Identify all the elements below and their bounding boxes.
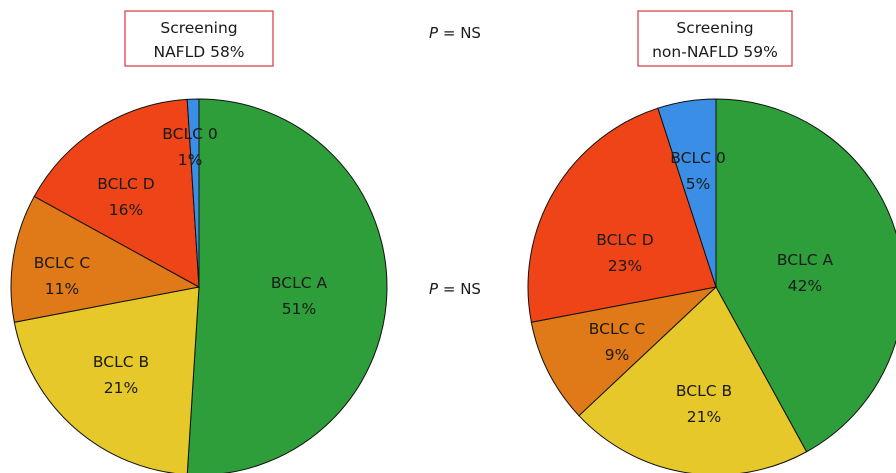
title-box-border [124,10,274,67]
title-box-border [637,10,793,67]
slice-value-label: 42% [788,277,822,295]
title-line-1: Screening [676,19,753,37]
pie-slice-bclc-d [527,107,717,323]
pie-chart-non-nafld: BCLC A 42% BCLC B 21% BCLC C 9% BCLC D 23% BCLC … [527,98,896,473]
pie-slice-bclc-a [186,98,388,473]
pie-slice-bclc-c [530,286,718,417]
pie-chart-nafld: BCLC A 51% BCLC B 21% BCLC C 11% BCLC D 16% BCLC… [10,98,388,473]
slice-category-label: BCLC A [777,251,834,269]
pie-slice-bclc-d [33,98,200,288]
pie-slice-bclc-c [10,195,201,323]
slice-category-label: BCLC C [34,254,90,272]
slice-value-label: 21% [687,408,721,426]
title-line-2: non-NAFLD 59% [652,43,778,61]
p-value-middle: P = NS [429,280,481,298]
p-symbol: P [429,24,439,42]
slice-category-label: BCLC D [596,231,654,249]
slice-value-label: 9% [605,346,630,364]
pie-slice-bclc-0 [657,98,717,288]
title-line-1: Screening [160,19,237,37]
slice-category-label: BCLC A [271,274,328,292]
slice-value-label: 21% [104,379,138,397]
title-line-2: NAFLD 58% [153,43,244,61]
slice-value-label: 51% [282,300,316,318]
slice-category-label: BCLC C [589,320,645,338]
slice-value-label: 11% [45,280,79,298]
pie-slice-bclc-b [13,286,200,473]
slice-category-label: BCLC B [93,353,149,371]
p-symbol: P [429,280,439,298]
pie-slice-bclc-a [715,98,896,453]
title-box-non-nafld: Screening non-NAFLD 59% [637,10,793,67]
slice-category-label: BCLC B [676,382,732,400]
slice-category-label: BCLC 0 [162,125,217,143]
slice-value-label: 23% [608,257,642,275]
slice-value-label: 16% [109,201,143,219]
slice-value-label: 1% [178,151,203,169]
p-value-text: = NS [438,280,481,298]
p-value-text: = NS [438,24,481,42]
title-box-nafld: Screening NAFLD 58% [124,10,274,67]
slice-category-label: BCLC D [97,175,155,193]
slice-category-label: BCLC 0 [670,149,725,167]
p-value-top: P = NS [429,24,481,42]
slice-value-label: 5% [686,175,711,193]
pie-slice-bclc-0 [186,98,200,288]
